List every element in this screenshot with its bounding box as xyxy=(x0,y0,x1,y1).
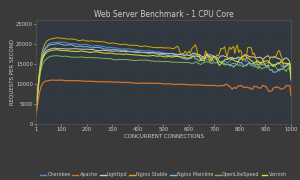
X-axis label: CONCURRENT CONNECTIONS: CONCURRENT CONNECTIONS xyxy=(124,134,203,139)
Title: Web Server Benchmark - 1 CPU Core: Web Server Benchmark - 1 CPU Core xyxy=(94,10,233,19)
Y-axis label: REQUESTS PER SECOND: REQUESTS PER SECOND xyxy=(10,39,14,105)
Legend: Cherokee, Apache, Lighttpd, Nginx Stable, Nginx Mainline, OpenLiteSpeed, Varnish: Cherokee, Apache, Lighttpd, Nginx Stable… xyxy=(38,170,289,179)
